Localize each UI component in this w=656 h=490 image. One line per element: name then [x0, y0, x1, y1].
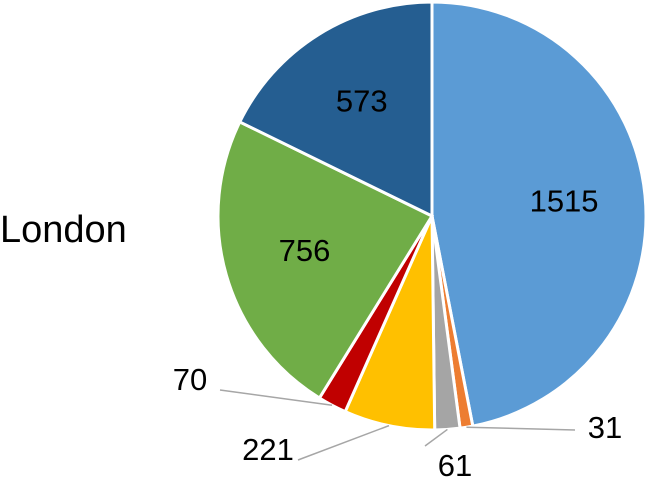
chart-title: London: [0, 209, 127, 251]
data-label: 70: [173, 362, 207, 397]
leader-line: [219, 389, 333, 406]
data-label: 573: [336, 84, 388, 119]
pie-slice: [237, 0, 434, 219]
data-label: 61: [438, 448, 472, 483]
leader-line: [424, 428, 448, 447]
data-label: 1515: [530, 183, 599, 218]
data-label: 31: [588, 410, 622, 445]
pie-slice: [430, 0, 648, 428]
data-label: 756: [279, 233, 331, 268]
leader-line: [466, 426, 576, 431]
leader-line: [297, 424, 390, 461]
data-label: 221: [242, 432, 294, 467]
